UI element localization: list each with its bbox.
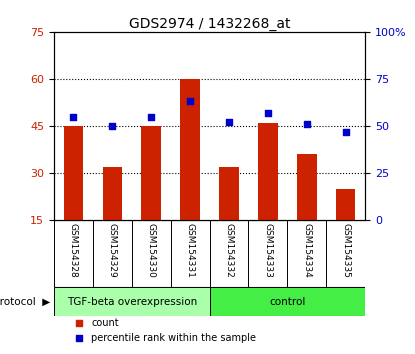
Point — [265, 110, 271, 116]
Point — [226, 119, 232, 125]
Text: TGF-beta overexpression: TGF-beta overexpression — [67, 297, 197, 307]
Bar — [142, 126, 161, 220]
Bar — [103, 167, 122, 220]
Bar — [210, 287, 365, 316]
Text: protocol  ▶: protocol ▶ — [0, 297, 50, 307]
Text: GSM154332: GSM154332 — [225, 223, 234, 278]
Text: GSM154335: GSM154335 — [341, 223, 350, 278]
Text: GSM154329: GSM154329 — [108, 223, 117, 278]
Title: GDS2974 / 1432268_at: GDS2974 / 1432268_at — [129, 17, 290, 31]
Text: control: control — [269, 297, 305, 307]
Point — [148, 114, 154, 119]
Bar — [63, 126, 83, 220]
Bar — [219, 167, 239, 220]
Text: GSM154330: GSM154330 — [147, 223, 156, 278]
Point — [70, 114, 77, 119]
Text: GSM154333: GSM154333 — [264, 223, 272, 278]
Bar — [258, 123, 278, 220]
Text: percentile rank within the sample: percentile rank within the sample — [91, 333, 256, 343]
Point — [303, 121, 310, 127]
Text: GSM154331: GSM154331 — [186, 223, 195, 278]
Text: GSM154334: GSM154334 — [303, 223, 311, 278]
Text: GSM154328: GSM154328 — [69, 223, 78, 278]
Bar — [181, 79, 200, 220]
Bar — [54, 287, 210, 316]
Point — [342, 129, 349, 135]
Point — [187, 99, 193, 104]
Bar — [336, 189, 356, 220]
Point — [109, 123, 116, 129]
Bar — [297, 154, 317, 220]
Text: count: count — [91, 318, 119, 328]
